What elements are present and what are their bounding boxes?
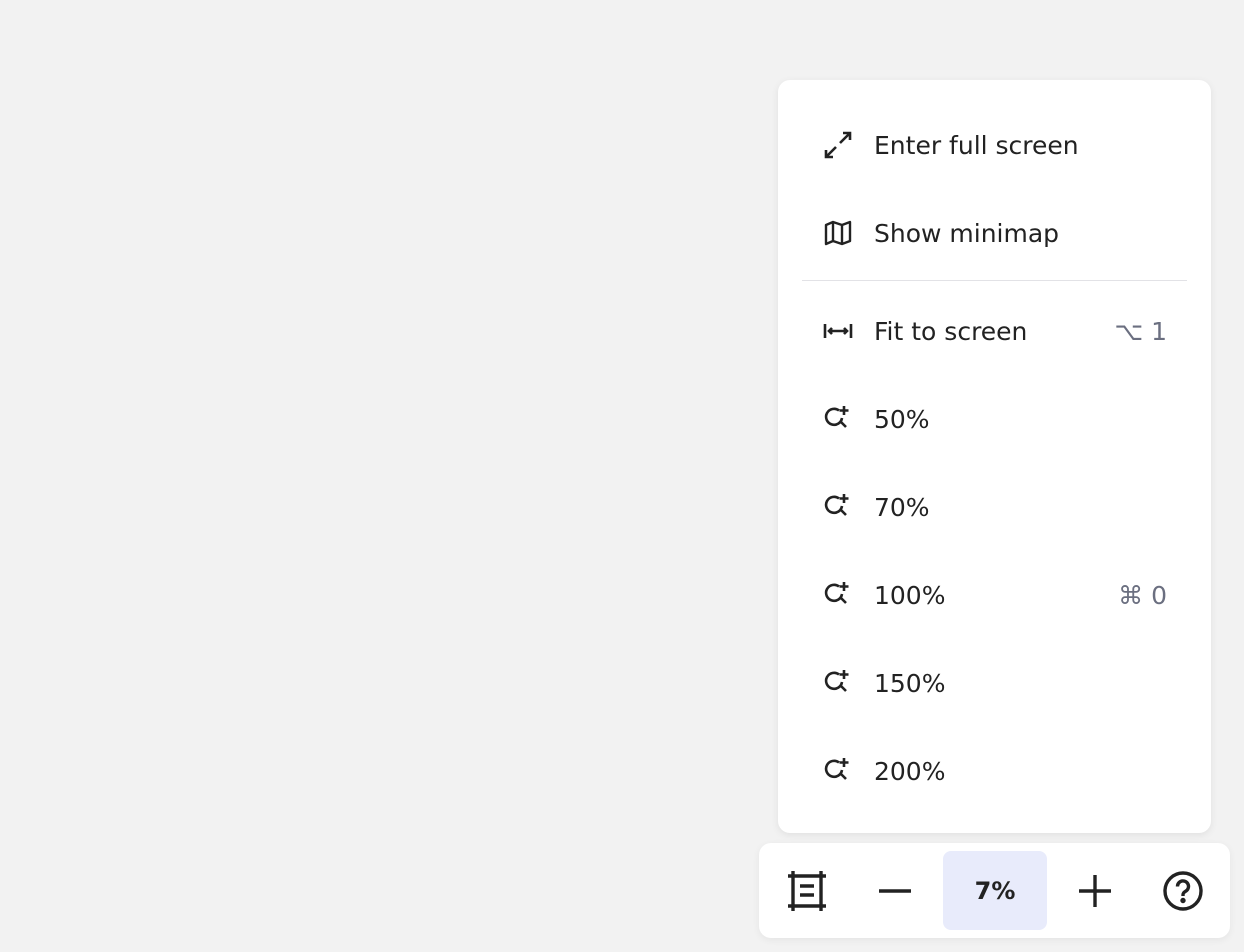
menu-item-show-minimap[interactable]: Show minimap [778,189,1211,277]
menu-item-label: 100% [874,580,946,610]
zoom-toolbar: 7% [759,843,1230,938]
zoom-menu: Enter full screen Show minimap Fit to sc… [778,80,1211,833]
frame-icon [786,870,828,912]
shortcut-label: ⌥ 1 [1114,316,1167,346]
menu-item-zoom-70[interactable]: 70% [778,463,1211,551]
zoom-level-label: 7% [974,876,1016,905]
menu-item-zoom-150[interactable]: 150% [778,639,1211,727]
menu-item-label: 200% [874,756,946,786]
menu-item-label: Enter full screen [874,130,1079,160]
menu-divider [802,280,1187,281]
plus-icon [1077,873,1113,909]
help-icon [1162,870,1204,912]
zoom-level-button[interactable]: 7% [943,851,1047,930]
expand-arrows-icon [823,130,853,160]
zoom-in-icon [823,756,853,786]
zoom-out-button[interactable] [871,851,919,930]
map-icon [823,218,853,248]
menu-item-label: Show minimap [874,218,1060,248]
menu-item-label: 50% [874,404,930,434]
menu-item-label: Fit to screen [874,316,1028,346]
menu-item-label: 70% [874,492,930,522]
zoom-in-icon [823,580,853,610]
menu-item-zoom-100[interactable]: 100% ⌘ 0 [778,551,1211,639]
menu-item-zoom-200[interactable]: 200% [778,727,1211,815]
menu-item-enter-full-screen[interactable]: Enter full screen [778,101,1211,189]
menu-item-zoom-50[interactable]: 50% [778,375,1211,463]
zoom-in-button[interactable] [1071,851,1119,930]
menu-item-label: 150% [874,668,946,698]
frame-button[interactable] [783,851,831,930]
help-button[interactable] [1159,851,1207,930]
shortcut-label: ⌘ 0 [1118,580,1167,610]
fit-width-icon [823,316,853,346]
zoom-in-icon [823,492,853,522]
zoom-in-icon [823,404,853,434]
menu-item-fit-to-screen[interactable]: Fit to screen ⌥ 1 [778,287,1211,375]
zoom-in-icon [823,668,853,698]
minus-icon [877,873,913,909]
